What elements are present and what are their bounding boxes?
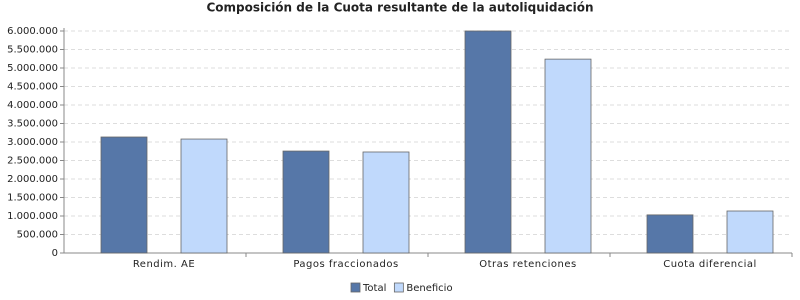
x-tick-label: Pagos fraccionados [293,259,398,270]
y-tick-label: 1.500.000 [7,193,58,204]
bar [282,150,330,254]
y-tick-label: 3.500.000 [7,119,58,130]
y-tick-label: 2.000.000 [7,174,58,185]
y-tick-label: 3.000.000 [7,137,58,148]
y-tick-label: 2.500.000 [7,156,58,167]
bar [180,138,228,254]
bar [100,136,148,254]
y-tick-label: 6.000.000 [7,26,58,37]
bar [362,151,410,254]
y-tick-label: 0 [52,248,58,259]
bar [726,210,774,254]
legend-swatch [393,282,404,293]
legend-swatch [350,282,361,293]
bar [646,214,694,254]
y-tick-label: 1.000.000 [7,211,58,222]
bar [544,58,592,254]
x-tick-label: Rendim. AE [133,259,195,270]
chart-title: Composición de la Cuota resultante de la… [206,1,593,15]
legend-label: Total [362,283,386,294]
y-tick-label: 5.500.000 [7,45,58,56]
x-tick-label: Otras retenciones [479,259,576,270]
legend-label: Beneficio [406,283,452,294]
bar [464,30,512,254]
y-tick-label: 4.500.000 [7,82,58,93]
y-tick-label: 500.000 [17,230,58,241]
y-tick-label: 4.000.000 [7,100,58,111]
y-tick-label: 5.000.000 [7,63,58,74]
x-tick-label: Cuota diferencial [663,259,757,270]
